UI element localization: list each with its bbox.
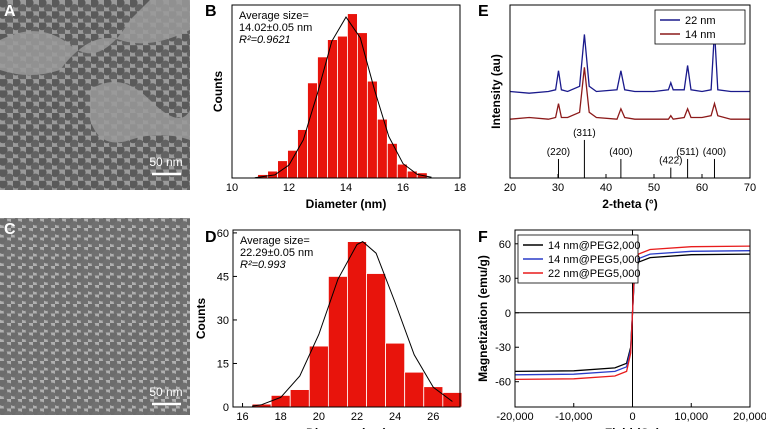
x-tick-label: 0 (629, 411, 635, 423)
fit-curve (254, 16, 432, 179)
legend-label: 22 nm@PEG5,000 (548, 268, 641, 280)
y-tick-label: -30 (495, 342, 511, 354)
bar (327, 39, 338, 179)
x-tick-label: 40 (600, 182, 612, 194)
legend-box (654, 9, 746, 45)
bar (347, 13, 358, 179)
tem-void (0, 0, 190, 75)
y-tick-label: 0 (223, 402, 229, 414)
bar (308, 345, 329, 408)
x-axis-label: 2-theta (°) (602, 197, 657, 211)
legend-label: 14 nm@PEG5,000 (548, 254, 641, 266)
x-tick-label: 18 (275, 411, 287, 423)
y-axis-label: Intensity (au) (489, 54, 503, 129)
y-tick-label: 45 (217, 271, 229, 283)
y-axis-label: Magnetization (emu/g) (476, 255, 490, 382)
panel-label: F (478, 229, 488, 246)
x-tick-label: 10,000 (674, 411, 708, 423)
x-tick-label: 18 (454, 182, 466, 194)
x-axis-label: Diameter (nm) (306, 426, 387, 429)
x-axis-label: Diameter (nm) (306, 197, 387, 211)
panel-label: C (4, 221, 16, 238)
x-tick-label: 20 (313, 411, 325, 423)
scale-bar-label: 50 nm (149, 155, 182, 169)
bar (356, 32, 368, 179)
bar (347, 241, 367, 408)
x-tick-label: 24 (389, 411, 401, 423)
tem-image-c: 50 nm C (0, 218, 190, 415)
y-tick-label: -60 (495, 377, 511, 389)
series-line (514, 245, 751, 381)
series-line (509, 30, 750, 94)
bar (404, 371, 425, 408)
series-line (509, 67, 750, 120)
x-tick-label: 20 (504, 182, 516, 194)
annotation: R²=0.993 (240, 259, 286, 271)
annotation: Average size= (240, 235, 310, 247)
panel-label: B (205, 3, 217, 20)
legend-label: 22 nm (685, 15, 716, 27)
x-tick-label: 50 (648, 182, 660, 194)
tem-void (90, 82, 190, 143)
bar (385, 342, 406, 408)
y-tick-label: 60 (499, 239, 511, 251)
reflection-label: (311) (573, 128, 596, 139)
reflection-label: (422) (659, 156, 682, 167)
annotation: 22.29±0.05 nm (240, 247, 313, 259)
bar (442, 392, 463, 408)
tem-texture (0, 218, 190, 415)
plot-frame (231, 4, 461, 179)
x-tick-label: 12 (283, 182, 295, 194)
bar (337, 35, 348, 179)
x-axis-label: Field (Oe) (605, 426, 660, 429)
reflection-label: (400) (703, 147, 726, 158)
tem-image-a: 50 nm A (0, 0, 190, 190)
reflection-label: (511) (676, 147, 699, 158)
x-tick-label: 60 (696, 182, 708, 194)
bar (289, 389, 310, 408)
y-tick-label: 15 (217, 358, 229, 370)
annotation: R²=0.9621 (239, 34, 291, 46)
y-axis-label: Counts (211, 71, 225, 113)
y-tick-label: 60 (217, 228, 229, 240)
x-tick-label: 10 (226, 182, 238, 194)
legend-label: 14 nm@PEG2,000 (548, 240, 641, 252)
bar (366, 273, 387, 408)
x-tick-label: -20,000 (496, 411, 533, 423)
x-tick-label: -10,000 (555, 411, 592, 423)
fit-curve (252, 241, 453, 407)
x-tick-label: 70 (744, 182, 756, 194)
x-tick-label: 22 (351, 411, 363, 423)
plot-frame (232, 229, 461, 408)
x-tick-label: 16 (397, 182, 409, 194)
scale-bar-label: 50 nm (149, 385, 182, 399)
x-tick-label: 16 (236, 411, 248, 423)
x-tick-label: 20,000 (733, 411, 766, 423)
panel-label: A (4, 3, 16, 20)
annotation: 14.02±0.05 nm (239, 22, 312, 34)
reflection-label: (400) (609, 147, 632, 158)
x-tick-label: 30 (552, 182, 564, 194)
y-tick-label: 30 (499, 273, 511, 285)
y-tick-label: 30 (217, 315, 229, 327)
x-tick-label: 14 (340, 182, 352, 194)
bar (406, 170, 418, 179)
bar (386, 142, 398, 179)
legend-label: 14 nm (685, 29, 716, 41)
reflection-label: (220) (547, 147, 570, 158)
bar (297, 129, 308, 179)
panel-label: D (205, 229, 217, 246)
panel-label: E (478, 3, 489, 20)
bar (423, 386, 444, 408)
bar (327, 276, 348, 408)
plot-frame (514, 229, 751, 408)
y-axis-label: Counts (194, 298, 208, 340)
annotation: Average size= (239, 10, 309, 22)
y-tick-label: 0 (505, 308, 511, 320)
plot-frame (509, 4, 751, 179)
x-tick-label: 26 (427, 411, 439, 423)
